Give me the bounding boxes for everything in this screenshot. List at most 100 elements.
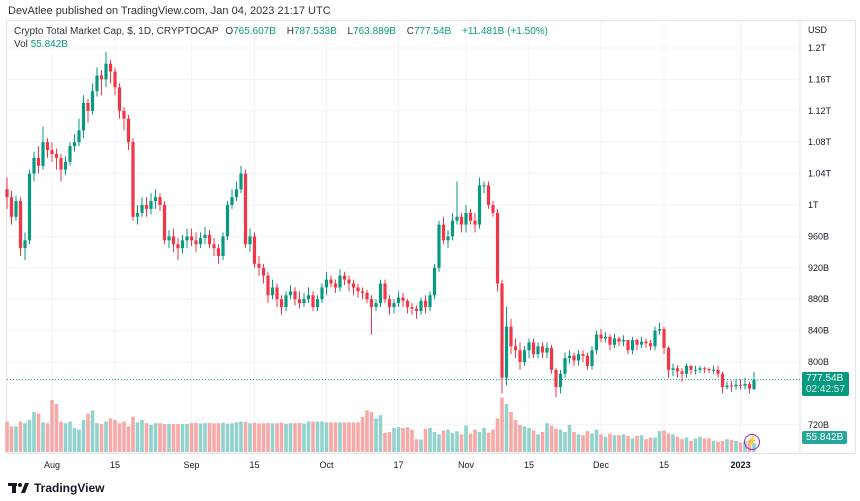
x-tick-label: 2023 xyxy=(730,460,750,470)
brand-name: TradingView xyxy=(34,481,105,495)
candle-body xyxy=(9,197,14,217)
volume-bar xyxy=(131,416,135,452)
candle-body xyxy=(536,346,540,355)
volume-bar xyxy=(513,420,518,452)
volume-bar xyxy=(657,431,662,452)
candle-body xyxy=(248,236,252,245)
candle-body xyxy=(72,142,77,147)
candle-body xyxy=(509,326,513,347)
open-label: O xyxy=(225,26,234,37)
x-tick-label: Oct xyxy=(319,460,334,470)
candle-body xyxy=(347,279,351,284)
footer-logo[interactable]: TradingView xyxy=(8,481,104,495)
candle-body xyxy=(153,197,158,202)
symbol-name[interactable]: Crypto Total Market Cap, $, 1D, CRYPTOCA… xyxy=(14,26,219,37)
candle-body xyxy=(383,283,387,300)
candle-body xyxy=(441,224,446,241)
volume-bar xyxy=(360,416,365,452)
volume-bar xyxy=(522,426,527,452)
candle-body xyxy=(666,347,671,370)
volume-bar xyxy=(293,423,297,452)
candle-body xyxy=(594,334,599,351)
volume-bar xyxy=(275,423,279,452)
volume-bar xyxy=(711,440,716,452)
candle-body xyxy=(608,336,612,345)
volume-bar xyxy=(626,436,630,452)
candle-body xyxy=(149,201,153,209)
candle-body xyxy=(675,368,680,372)
low-label: L xyxy=(347,26,354,37)
bar-countdown: 02:42:57 xyxy=(806,384,845,395)
volume-bar xyxy=(194,422,198,452)
volume-bar xyxy=(86,413,90,452)
x-tick-label: 15 xyxy=(524,460,534,470)
candle-body xyxy=(653,330,657,347)
candle-body xyxy=(711,369,716,371)
candle-body xyxy=(446,236,450,241)
candle-body xyxy=(378,283,383,304)
volume-bar xyxy=(356,422,360,452)
candle-body xyxy=(671,368,675,370)
candle-body xyxy=(131,142,135,217)
chart-frame[interactable] xyxy=(6,20,856,454)
volume-bar xyxy=(230,423,234,452)
candle-body xyxy=(387,299,392,308)
volume-bar xyxy=(423,428,428,452)
volume-bar xyxy=(333,422,338,452)
candle-body xyxy=(554,369,558,388)
lightning-icon[interactable]: ⚡ xyxy=(744,434,760,450)
candle-body xyxy=(117,87,122,111)
volume-bar xyxy=(270,423,275,452)
candle-body xyxy=(230,197,234,205)
volume-bar xyxy=(104,421,108,452)
candle-body xyxy=(104,63,108,80)
change-value: +11.481B (+1.50%) xyxy=(462,26,548,37)
candle-body xyxy=(545,347,549,353)
volume-bar xyxy=(401,428,405,452)
candle-body xyxy=(189,236,194,241)
volume-bar xyxy=(585,431,590,452)
candle-body xyxy=(500,283,504,378)
volume-bar xyxy=(221,422,225,452)
candle-body xyxy=(108,63,113,72)
volume-bar xyxy=(248,423,252,452)
volume-bar xyxy=(590,433,594,452)
symbol-legend: Crypto Total Market Cap, $, 1D, CRYPTOCA… xyxy=(14,26,552,37)
volume-bar xyxy=(180,424,185,452)
candle-body xyxy=(27,173,32,241)
candle-body xyxy=(126,118,131,143)
volume-bar xyxy=(491,429,495,452)
volume-bar xyxy=(486,432,491,452)
candle-body xyxy=(527,342,531,351)
volume-bar xyxy=(5,421,9,452)
candle-body xyxy=(639,341,644,345)
candle-body xyxy=(396,297,401,304)
candle-body xyxy=(662,329,666,348)
volume-bar xyxy=(630,438,635,452)
candle-body xyxy=(513,346,518,351)
volume-bar xyxy=(662,430,666,452)
candle-body xyxy=(59,157,63,170)
candle-body xyxy=(284,295,288,308)
candle-body xyxy=(464,212,468,225)
volume-bar xyxy=(329,422,333,452)
volume-bar xyxy=(648,437,653,452)
volume-bar xyxy=(545,423,549,452)
candle-body xyxy=(626,340,630,351)
candle-body xyxy=(198,237,203,245)
candle-body xyxy=(36,157,41,166)
volume-bar xyxy=(342,422,347,452)
candle-body xyxy=(221,236,225,257)
close-label: C xyxy=(406,26,414,37)
volume-bar xyxy=(437,434,441,452)
candle-body xyxy=(401,297,405,301)
candle-body xyxy=(270,287,275,296)
volume-bar xyxy=(675,436,680,452)
candle-body xyxy=(135,212,140,217)
candle-body xyxy=(504,326,509,378)
volume-bar xyxy=(36,413,41,452)
last-price-badge: 777.54B 02:42:57 xyxy=(802,372,849,396)
volume-bar xyxy=(243,421,248,452)
candle-body xyxy=(266,275,270,296)
